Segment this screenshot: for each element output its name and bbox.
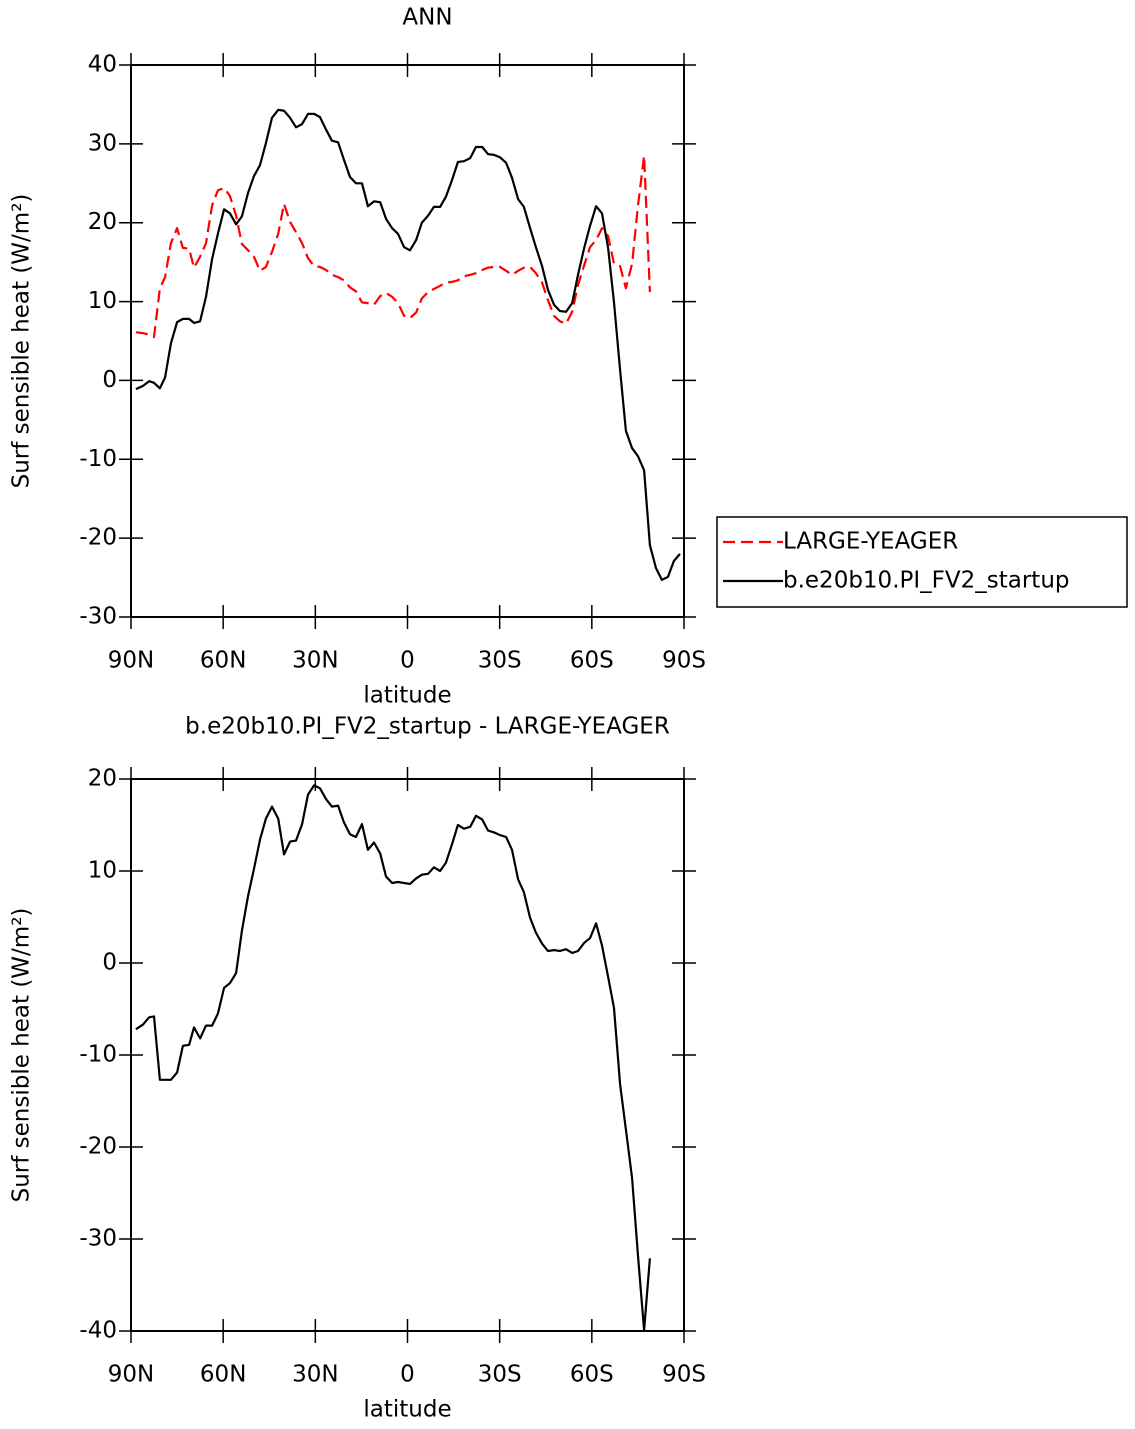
x-tick-label: 60S xyxy=(570,648,614,674)
x-tick-label: 60S xyxy=(570,1362,614,1388)
x-tick-label: 90S xyxy=(662,648,706,674)
x-tick-label: 30S xyxy=(478,1362,522,1388)
y-axis-label: Surf sensible heat (W/m²) xyxy=(9,194,35,489)
x-axis-label: latitude xyxy=(363,683,451,709)
y-tick-label: -10 xyxy=(79,1042,117,1068)
x-tick-label: 30N xyxy=(292,648,338,674)
y-tick-label: -10 xyxy=(79,446,117,472)
y-axis-label: Surf sensible heat (W/m²) xyxy=(9,908,35,1203)
y-tick-label: -30 xyxy=(79,1226,117,1252)
y-tick-label: -30 xyxy=(79,604,117,630)
y-tick-label: -40 xyxy=(79,1318,117,1344)
x-tick-label: 90S xyxy=(662,1362,706,1388)
chart-title: b.e20b10.PI_FV2_startup - LARGE-YEAGER xyxy=(185,714,670,740)
series-line xyxy=(135,784,651,1332)
y-tick-label: -20 xyxy=(79,1134,117,1160)
legend-label: LARGE-YEAGER xyxy=(783,529,958,555)
y-tick-label: 40 xyxy=(88,52,117,78)
x-axis-label: latitude xyxy=(363,1397,451,1423)
x-tick-label: 60N xyxy=(200,648,246,674)
x-tick-label: 30S xyxy=(478,648,522,674)
plot-frame xyxy=(130,64,685,618)
series-line xyxy=(135,154,651,339)
chart-title: ANN xyxy=(402,5,452,31)
x-tick-label: 90N xyxy=(108,648,154,674)
legend-label: b.e20b10.PI_FV2_startup xyxy=(783,568,1070,594)
x-tick-label: 0 xyxy=(400,648,415,674)
y-tick-label: 20 xyxy=(88,209,117,235)
x-tick-label: 30N xyxy=(292,1362,338,1388)
plot-frame xyxy=(130,778,685,1332)
x-tick-label: 0 xyxy=(400,1362,415,1388)
y-tick-label: 0 xyxy=(102,367,117,393)
y-tick-label: 10 xyxy=(88,288,117,314)
x-tick-label: 60N xyxy=(200,1362,246,1388)
y-tick-label: -20 xyxy=(79,525,117,551)
series-line xyxy=(135,108,681,581)
x-tick-label: 90N xyxy=(108,1362,154,1388)
y-tick-label: 20 xyxy=(88,766,117,792)
legend-box xyxy=(716,516,1128,608)
y-tick-label: 0 xyxy=(102,950,117,976)
y-tick-label: 30 xyxy=(88,130,117,156)
y-tick-label: 10 xyxy=(88,858,117,884)
